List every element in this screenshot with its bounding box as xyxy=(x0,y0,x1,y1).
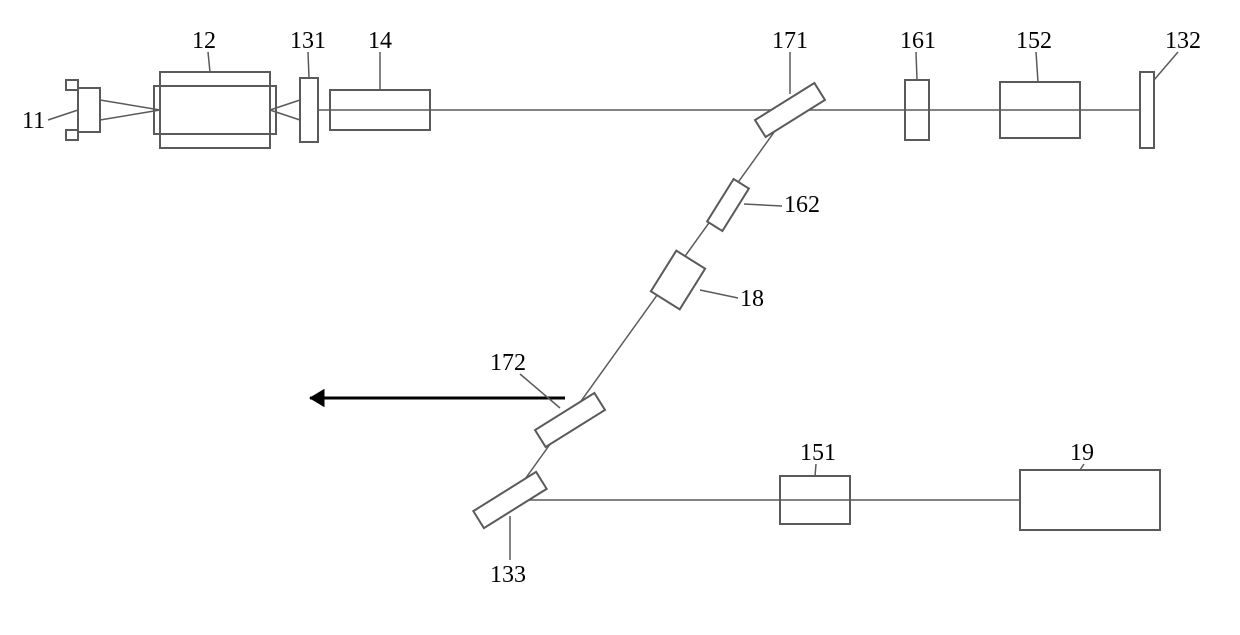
beam xyxy=(270,110,300,120)
leader-c172 xyxy=(520,374,560,408)
component-c162 xyxy=(707,179,749,231)
label-c12: 12 xyxy=(192,28,216,54)
leader-c161 xyxy=(916,52,917,80)
label-c151: 151 xyxy=(800,440,836,466)
component-c11 xyxy=(66,80,100,140)
leader-c11 xyxy=(48,110,78,120)
label-c131: 131 xyxy=(290,28,326,54)
component-c18 xyxy=(651,251,705,310)
output-arrow xyxy=(310,390,565,407)
label-c161: 161 xyxy=(900,28,936,54)
label-c14: 14 xyxy=(368,28,392,54)
beam xyxy=(100,110,160,120)
leader-c162 xyxy=(744,204,782,206)
leader-c152 xyxy=(1036,52,1038,82)
label-c132: 132 xyxy=(1165,28,1201,54)
label-c171: 171 xyxy=(772,28,808,54)
labels: 11 12 131 14 171 161 152 132 162 18 172 133 151 19 xyxy=(22,28,1201,588)
label-c172: 172 xyxy=(490,350,526,376)
label-c18: 18 xyxy=(740,286,764,312)
leader-c132 xyxy=(1154,52,1178,80)
component-c131 xyxy=(300,78,318,142)
component-c19 xyxy=(1020,470,1160,530)
component-c172 xyxy=(535,393,605,447)
label-c19: 19 xyxy=(1070,440,1094,466)
leader-c12 xyxy=(208,52,210,72)
beam xyxy=(100,100,160,110)
label-c152: 152 xyxy=(1016,28,1052,54)
label-c11: 11 xyxy=(22,108,45,134)
label-c133: 133 xyxy=(490,562,526,588)
leader-c18 xyxy=(700,290,738,298)
beam xyxy=(270,100,300,110)
component-c12 xyxy=(154,72,276,148)
component-c132 xyxy=(1140,72,1154,148)
beam-paths xyxy=(100,100,1140,500)
label-c162: 162 xyxy=(784,192,820,218)
optical-diagram: 11 12 131 14 171 161 152 132 162 18 172 133 151 19 xyxy=(0,0,1240,635)
leader-c131 xyxy=(308,52,309,78)
